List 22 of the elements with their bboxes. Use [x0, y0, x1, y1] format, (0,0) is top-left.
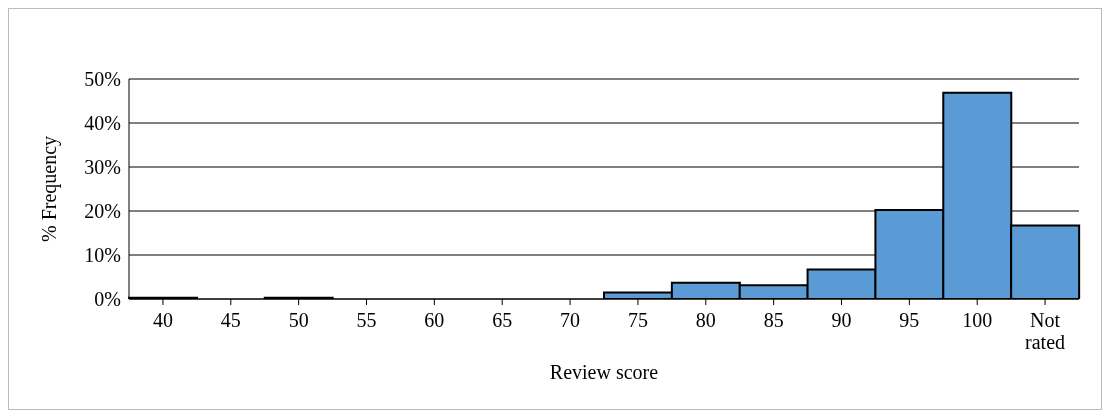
y-tick-label: 10% — [84, 244, 121, 267]
x-tick-label: 95 — [899, 309, 920, 331]
x-tick-label: 100 — [962, 309, 993, 331]
x-tick-label: 60 — [424, 309, 445, 331]
x-tick-label: 90 — [831, 309, 852, 331]
x-tick-label: 50 — [288, 309, 309, 331]
x-tick-label: 45 — [220, 309, 241, 331]
x-tick-label: 75 — [627, 309, 648, 331]
y-tick-label: 0% — [94, 288, 121, 311]
y-tick-label: 30% — [84, 156, 121, 179]
y-tick-label: 20% — [84, 200, 121, 223]
x-axis-title: Review score — [549, 361, 659, 383]
x-tick-label: Not rated — [1025, 309, 1066, 353]
x-tick-label: 40 — [152, 309, 173, 331]
y-axis-title: % Frequency — [38, 135, 62, 243]
x-tick-label: 70 — [560, 309, 581, 331]
x-tick-label: 80 — [695, 309, 716, 331]
x-tick-label: 55 — [356, 309, 377, 331]
y-tick-label: 40% — [84, 112, 121, 135]
x-tick-label: 85 — [763, 309, 784, 331]
x-tick-label: 65 — [492, 309, 513, 331]
y-tick-label: 50% — [84, 68, 121, 91]
